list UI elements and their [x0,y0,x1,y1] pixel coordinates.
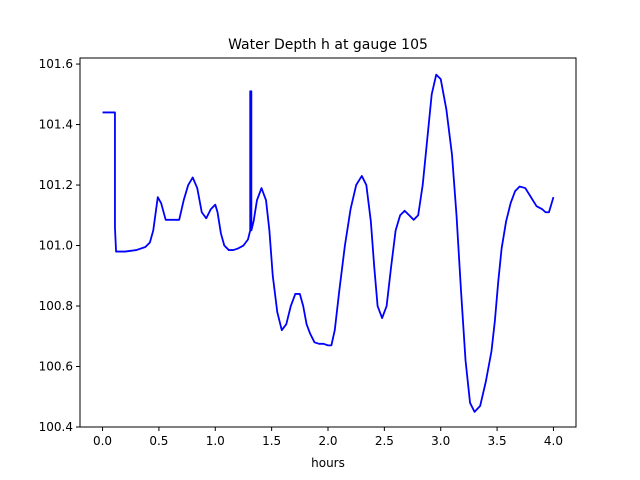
x-tick-label: 3.0 [431,434,450,448]
y-tick-label: 101.4 [39,118,73,132]
y-tick-label: 101.0 [39,239,73,253]
x-tick-label: 2.0 [318,434,337,448]
x-tick-label: 2.5 [375,434,394,448]
y-tick-label: 100.6 [39,360,73,374]
x-tick-label: 1.0 [206,434,225,448]
y-axis: 100.4 100.6 100.8 101.0 101.2 101.4 101.6 [39,57,80,434]
x-tick-label: 0.5 [149,434,168,448]
x-tick-label: 3.5 [488,434,507,448]
x-axis: 0.0 0.5 1.0 1.5 2.0 2.5 3.0 3.5 4.0 [93,427,563,448]
x-axis-label: hours [311,456,345,470]
y-tick-label: 101.2 [39,178,73,192]
x-tick-label: 0.0 [93,434,112,448]
y-tick-label: 101.6 [39,57,73,71]
chart-title: Water Depth h at gauge 105 [228,37,428,53]
series-line-0 [102,73,555,413]
y-tick-label: 100.8 [39,299,73,313]
y-tick-label: 100.4 [39,420,73,434]
x-tick-label: 4.0 [544,434,563,448]
x-tick-label: 1.5 [262,434,281,448]
series-layer [102,73,555,413]
